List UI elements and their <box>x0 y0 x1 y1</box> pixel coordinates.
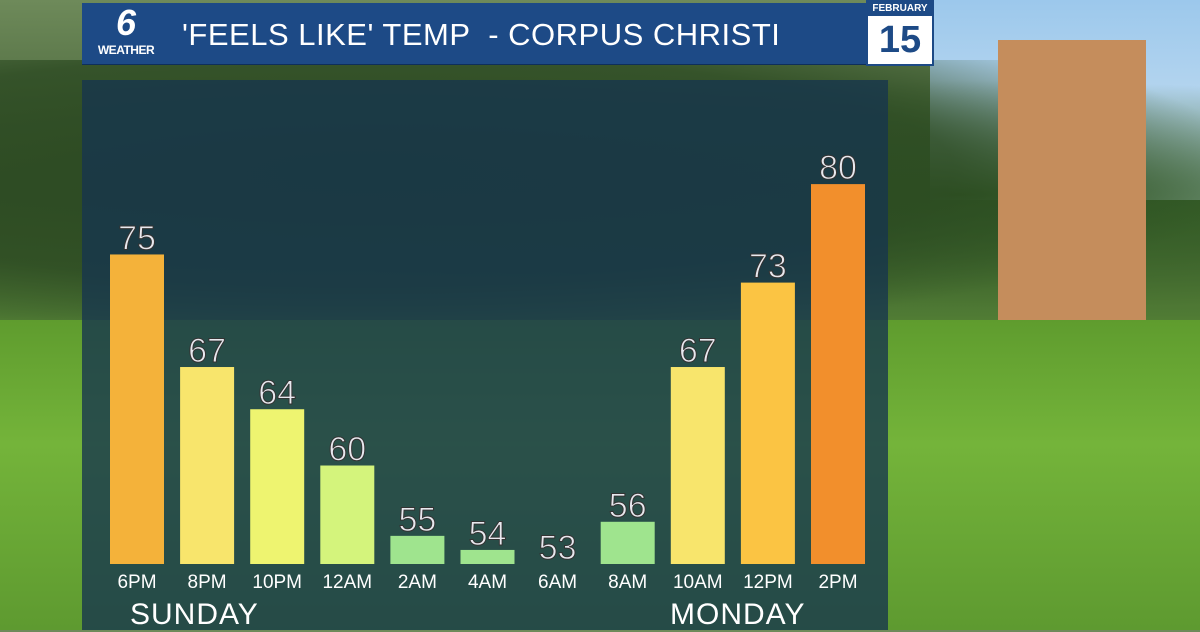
category-label: 10PM <box>252 572 302 593</box>
title-bar: 6 WEATHER 'FEELS LIKE' TEMP - CORPUS CHR… <box>82 3 866 65</box>
value-label: 73 <box>749 248 787 286</box>
value-label: 54 <box>469 515 507 553</box>
bar-2PM <box>811 184 865 565</box>
chart-title: 'FEELS LIKE' TEMP - CORPUS CHRISTI <box>182 17 781 52</box>
day-label-sunday: SUNDAY <box>130 598 259 631</box>
date-badge: FEBRUARY 15 <box>866 0 934 66</box>
category-label: 10AM <box>673 572 723 593</box>
value-label: 67 <box>679 332 717 370</box>
background-building <box>998 40 1146 320</box>
bar-10PM <box>250 409 305 564</box>
category-label: 12PM <box>743 572 793 593</box>
value-label: 75 <box>118 219 156 257</box>
value-label: 56 <box>609 487 647 525</box>
day-label-monday: MONDAY <box>670 598 806 631</box>
bar-12PM <box>740 282 795 564</box>
category-label: 6AM <box>538 572 577 593</box>
bar-2AM <box>390 535 445 564</box>
category-label: 2AM <box>398 572 437 593</box>
category-label: 12AM <box>322 572 372 593</box>
value-label: 55 <box>398 501 436 539</box>
category-label: 8AM <box>608 572 647 593</box>
bar-10AM <box>670 367 725 564</box>
category-label: 6PM <box>117 572 156 593</box>
value-label: 67 <box>188 332 226 370</box>
bar-4AM <box>460 549 515 564</box>
date-month: FEBRUARY <box>868 2 932 16</box>
bar-8AM <box>600 521 655 564</box>
logo-text: WEATHER <box>97 43 155 57</box>
date-day: 15 <box>878 19 922 61</box>
category-label: 2PM <box>818 572 857 593</box>
value-label: 80 <box>819 149 857 187</box>
bar-12AM <box>320 465 375 564</box>
bar-8PM <box>180 367 235 564</box>
bar-6PM <box>110 254 164 564</box>
station-logo: 6 WEATHER <box>92 3 160 65</box>
category-label: 8PM <box>188 572 227 593</box>
value-label: 53 <box>539 529 577 567</box>
category-label: 4AM <box>468 572 507 593</box>
value-label: 60 <box>328 431 366 469</box>
logo-number: 6 <box>115 2 137 43</box>
value-label: 64 <box>258 374 296 412</box>
